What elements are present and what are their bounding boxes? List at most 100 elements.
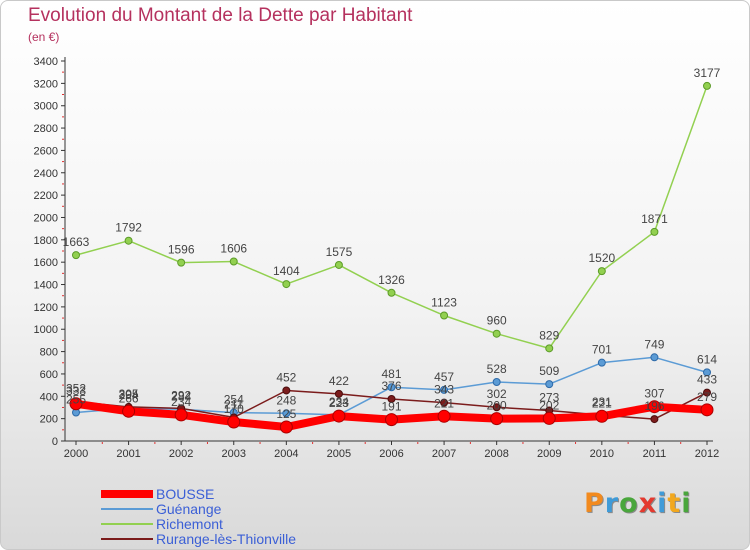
data-label-gu-nange: 481 [381, 367, 401, 381]
data-point-rurange-l-s-thionville [492, 403, 501, 412]
legend-swatch [101, 490, 153, 498]
data-label-richemont: 1596 [168, 243, 195, 257]
data-point-richemont [387, 288, 396, 297]
data-point-rurange-l-s-thionville [334, 389, 343, 398]
y-tick-label: 200 [40, 414, 58, 426]
data-point-gu-nange [492, 377, 501, 386]
data-label-rurange-l-s-thionville: 302 [487, 387, 507, 401]
legend-swatch [101, 508, 153, 510]
data-point-gu-nange [440, 385, 449, 394]
y-tick-label: 2200 [34, 190, 58, 202]
x-tick-label: 2004 [274, 448, 298, 460]
logo-letter: o [619, 488, 639, 519]
data-label-rurange-l-s-thionville: 211 [224, 397, 243, 411]
chart-title: Evolution du Montant de la Dette par Hab… [28, 5, 413, 26]
logo-letter: i [657, 488, 668, 519]
data-point-bousse [700, 403, 714, 417]
data-point-richemont [650, 227, 659, 236]
data-point-richemont [177, 258, 186, 267]
data-label-gu-nange: 749 [644, 337, 664, 351]
data-label-richemont: 1663 [63, 235, 90, 249]
series-line-richemont [75, 85, 708, 350]
y-tick-label: 1200 [34, 302, 58, 314]
data-label-bousse: 234 [171, 395, 191, 409]
data-point-gu-nange [545, 380, 554, 389]
data-point-bousse [122, 404, 136, 418]
data-point-gu-nange [703, 368, 711, 377]
data-label-bousse: 279 [697, 390, 717, 404]
y-tick-label: 3000 [34, 101, 58, 113]
legend-swatch [101, 538, 153, 540]
data-label-richemont: 1606 [220, 242, 247, 256]
legend-item: Rurange-lès-Thionville [101, 531, 296, 547]
data-label-bousse: 307 [644, 387, 664, 401]
data-label-richemont: 1575 [326, 245, 353, 259]
data-label-rurange-l-s-thionville: 452 [276, 370, 296, 384]
data-label-bousse: 266 [119, 391, 139, 405]
data-point-bousse [69, 397, 83, 411]
data-label-gu-nange: 284 [171, 389, 191, 403]
data-label-richemont: 1326 [378, 273, 405, 287]
x-tick-label: 2002 [169, 448, 193, 460]
data-point-bousse [385, 413, 398, 427]
data-label-rurange-l-s-thionville: 196 [644, 399, 664, 413]
y-tick-label: 3400 [34, 56, 58, 68]
y-tick-label: 1000 [34, 324, 58, 336]
data-point-richemont [72, 251, 80, 260]
data-label-gu-nange: 614 [697, 352, 717, 366]
data-point-bousse [542, 411, 556, 425]
data-label-richemont: 960 [487, 314, 507, 328]
data-label-gu-nange: 701 [592, 343, 612, 357]
x-tick-label: 2008 [484, 448, 508, 460]
x-tick-label: 2001 [116, 448, 140, 460]
data-label-rurange-l-s-thionville: 305 [119, 387, 139, 401]
data-point-richemont [334, 260, 343, 269]
data-label-richemont: 1520 [588, 251, 615, 265]
data-point-richemont [703, 81, 711, 90]
x-tick-label: 2005 [327, 448, 351, 460]
data-label-rurange-l-s-thionville: 352 [66, 382, 86, 396]
data-point-rurange-l-s-thionville [282, 386, 291, 395]
data-label-gu-nange: 254 [224, 393, 244, 407]
x-tick-label: 2007 [432, 448, 456, 460]
data-label-gu-nange: 248 [276, 393, 296, 407]
data-label-richemont: 3177 [694, 66, 721, 80]
data-label-rurange-l-s-thionville: 433 [697, 373, 717, 387]
data-point-richemont [597, 267, 606, 276]
data-point-gu-nange [282, 409, 291, 418]
data-point-richemont [282, 280, 291, 289]
data-label-gu-nange: 234 [329, 395, 349, 409]
y-tick-label: 1800 [34, 235, 58, 247]
y-tick-label: 2000 [34, 212, 58, 224]
data-point-rurange-l-s-thionville [387, 394, 396, 403]
data-label-bousse: 221 [592, 396, 612, 410]
data-point-bousse [227, 415, 241, 429]
data-label-richemont: 1792 [115, 221, 142, 235]
data-point-bousse [490, 412, 504, 426]
legend-item: Guénange [101, 501, 221, 517]
data-point-richemont [545, 344, 554, 353]
y-tick-label: 1400 [34, 280, 58, 292]
data-label-rurange-l-s-thionville: 273 [539, 390, 559, 404]
data-point-bousse [174, 408, 188, 422]
data-label-bousse: 170 [224, 402, 244, 416]
y-tick-label: 2800 [34, 123, 58, 135]
x-tick-label: 2011 [643, 448, 667, 460]
data-point-rurange-l-s-thionville [703, 388, 711, 397]
data-point-bousse [647, 400, 661, 414]
data-label-richemont: 1123 [431, 295, 457, 309]
legend-label: Rurange-lès-Thionville [156, 531, 297, 547]
legend-label: Guénange [156, 501, 222, 517]
y-tick-label: 1600 [34, 257, 58, 269]
data-label-gu-nange: 528 [487, 362, 507, 376]
y-tick-label: 400 [40, 391, 58, 403]
data-label-bousse: 191 [381, 400, 401, 414]
legend-swatch [101, 523, 153, 525]
data-point-gu-nange [597, 358, 606, 367]
data-label-gu-nange: 255 [66, 393, 86, 407]
y-tick-label: 2400 [34, 168, 58, 180]
y-tick-label: 0 [52, 436, 58, 448]
logo-letter: r [604, 488, 620, 519]
proxiti-logo: Proxiti [584, 488, 692, 519]
